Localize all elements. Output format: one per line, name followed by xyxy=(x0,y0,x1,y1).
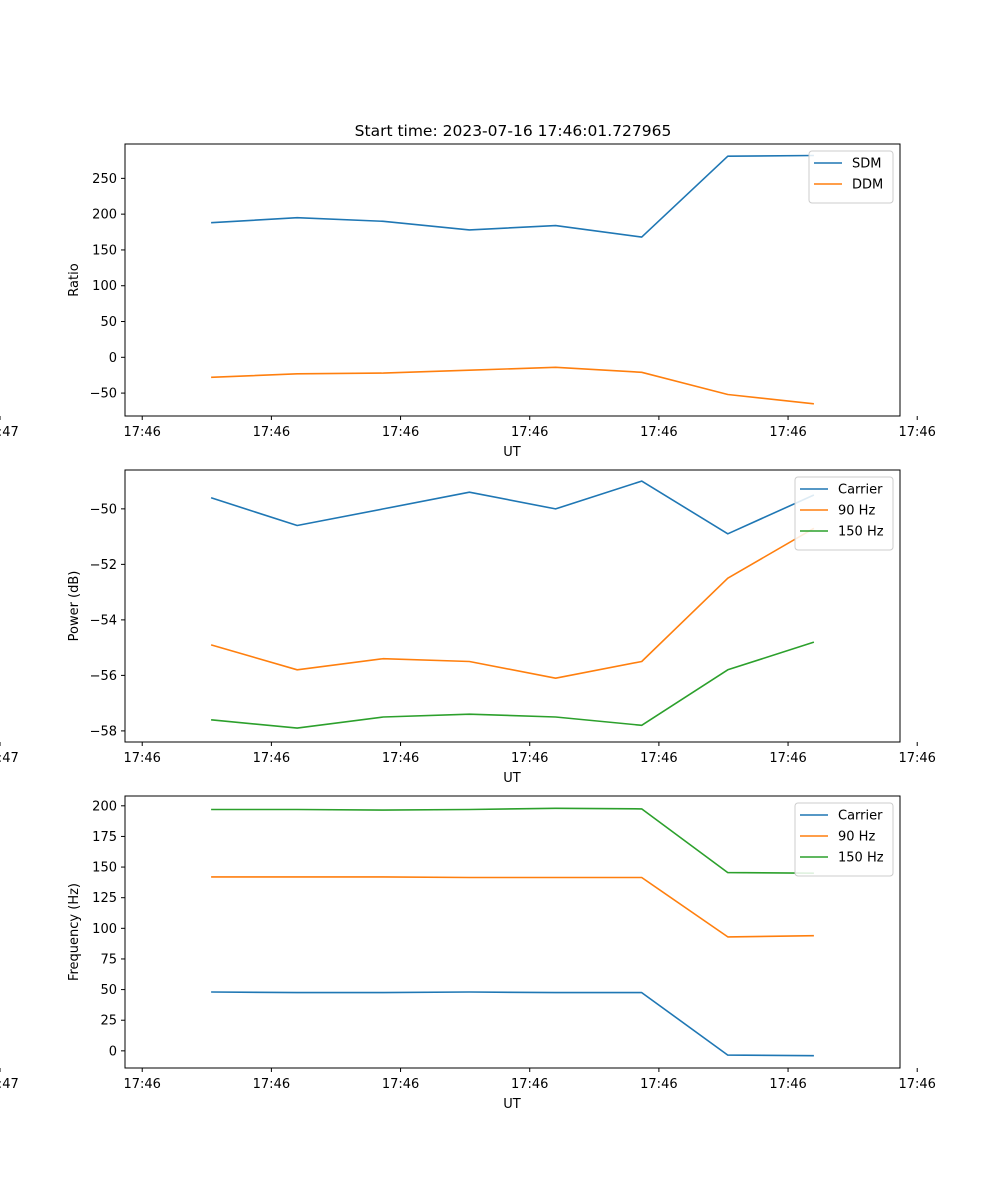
series-line-sdm xyxy=(211,154,814,238)
x-tick-label: 17:46 xyxy=(769,751,806,766)
x-axis-label: UT xyxy=(503,1097,521,1112)
x-tick-label: 17:46 xyxy=(123,425,160,440)
x-tick-label: 17:46 xyxy=(769,1077,806,1092)
y-tick-label: −50 xyxy=(90,387,117,402)
y-tick-label: 200 xyxy=(92,799,117,814)
x-tick-label: 17:46 xyxy=(898,1077,935,1092)
y-tick-label: 125 xyxy=(92,891,117,906)
chart-panel-1: 17:46 17:46 17:46 17:46 17:46 17:46 17:46 17:47… xyxy=(0,143,936,460)
x-tick-label: 17:47 xyxy=(0,751,19,766)
series-line-90-hz xyxy=(210,527,815,680)
x-tick-label: 17:46 xyxy=(511,425,548,440)
y-axis-label: Frequency (Hz) xyxy=(67,883,82,981)
legend-label: Carrier xyxy=(838,809,883,824)
chart-title: Start time: 2023-07-16 17:46:01.727965 xyxy=(355,122,672,140)
y-tick-label: 100 xyxy=(92,279,117,294)
x-tick-label: 17:46 xyxy=(123,751,160,766)
x-tick-label: 17:46 xyxy=(898,425,935,440)
y-tick-label: 25 xyxy=(100,1014,117,1029)
x-tick-label: 17:46 xyxy=(511,1077,548,1092)
series-line-carrier xyxy=(211,991,814,1057)
axes-frame xyxy=(124,143,901,417)
y-tick-label: 250 xyxy=(92,172,117,187)
legend-label: Carrier xyxy=(838,483,883,498)
y-tick-label: −56 xyxy=(90,669,117,684)
y-tick-label: 150 xyxy=(92,861,117,876)
x-tick-label: 17:46 xyxy=(640,425,677,440)
x-tick-label: 17:46 xyxy=(640,1077,677,1092)
axes-frame xyxy=(124,795,901,1069)
legend-label: 90 Hz xyxy=(838,504,875,519)
y-axis-label: Ratio xyxy=(67,263,82,296)
x-tick-label: 17:46 xyxy=(769,425,806,440)
y-tick-label: 75 xyxy=(100,952,117,967)
chart-panels: 17:46 17:46 17:46 17:46 17:46 17:46 17:46 17:47… xyxy=(0,143,936,1112)
y-tick-label: 0 xyxy=(109,351,117,366)
y-tick-label: 175 xyxy=(92,830,117,845)
y-tick-label: −58 xyxy=(90,724,117,739)
x-tick-label: 17:46 xyxy=(123,1077,160,1092)
legend-label: 90 Hz xyxy=(838,830,875,845)
x-axis-label: UT xyxy=(503,445,521,460)
y-tick-label: 100 xyxy=(92,922,117,937)
legend-label: 150 Hz xyxy=(838,851,884,866)
legend xyxy=(808,150,894,204)
series-line-150-hz xyxy=(211,641,815,729)
chart-panel-3: 17:46 17:46 17:46 17:46 17:46 17:46 17:46 17:47… xyxy=(0,795,936,1112)
x-axis-label: UT xyxy=(503,771,521,786)
legend-label: DDM xyxy=(852,178,883,193)
x-tick-label: 17:46 xyxy=(898,751,935,766)
x-tick-label: 17:46 xyxy=(511,751,548,766)
chart-panel-2: 17:46 17:46 17:46 17:46 17:46 17:46 17:46 17:47… xyxy=(0,469,936,786)
y-axis-label: Power (dB) xyxy=(67,571,82,642)
x-tick-label: 17:46 xyxy=(382,1077,419,1092)
y-tick-label: −54 xyxy=(90,613,117,628)
legend-label: 150 Hz xyxy=(838,525,884,540)
x-tick-label: 17:46 xyxy=(253,425,290,440)
axes-frame xyxy=(124,469,901,743)
x-tick-label: 17:46 xyxy=(253,751,290,766)
y-tick-label: 150 xyxy=(92,243,117,258)
y-tick-label: 50 xyxy=(100,983,117,998)
x-tick-label: 17:46 xyxy=(640,751,677,766)
x-tick-label: 17:46 xyxy=(382,425,419,440)
series-line-150-hz xyxy=(211,807,814,874)
legend-label: SDM xyxy=(852,157,881,172)
y-tick-label: −52 xyxy=(90,558,117,573)
y-tick-label: 50 xyxy=(100,315,117,330)
y-tick-label: 0 xyxy=(109,1044,117,1059)
x-tick-label: 17:46 xyxy=(382,751,419,766)
x-tick-label: 17:46 xyxy=(253,1077,290,1092)
y-tick-label: 200 xyxy=(92,208,117,223)
y-tick-label: −50 xyxy=(90,502,117,517)
series-line-carrier xyxy=(210,480,815,535)
series-line-ddm xyxy=(211,366,814,405)
series-line-90-hz xyxy=(211,876,814,938)
x-tick-label: 17:47 xyxy=(0,1077,19,1092)
x-tick-label: 17:47 xyxy=(0,425,19,440)
